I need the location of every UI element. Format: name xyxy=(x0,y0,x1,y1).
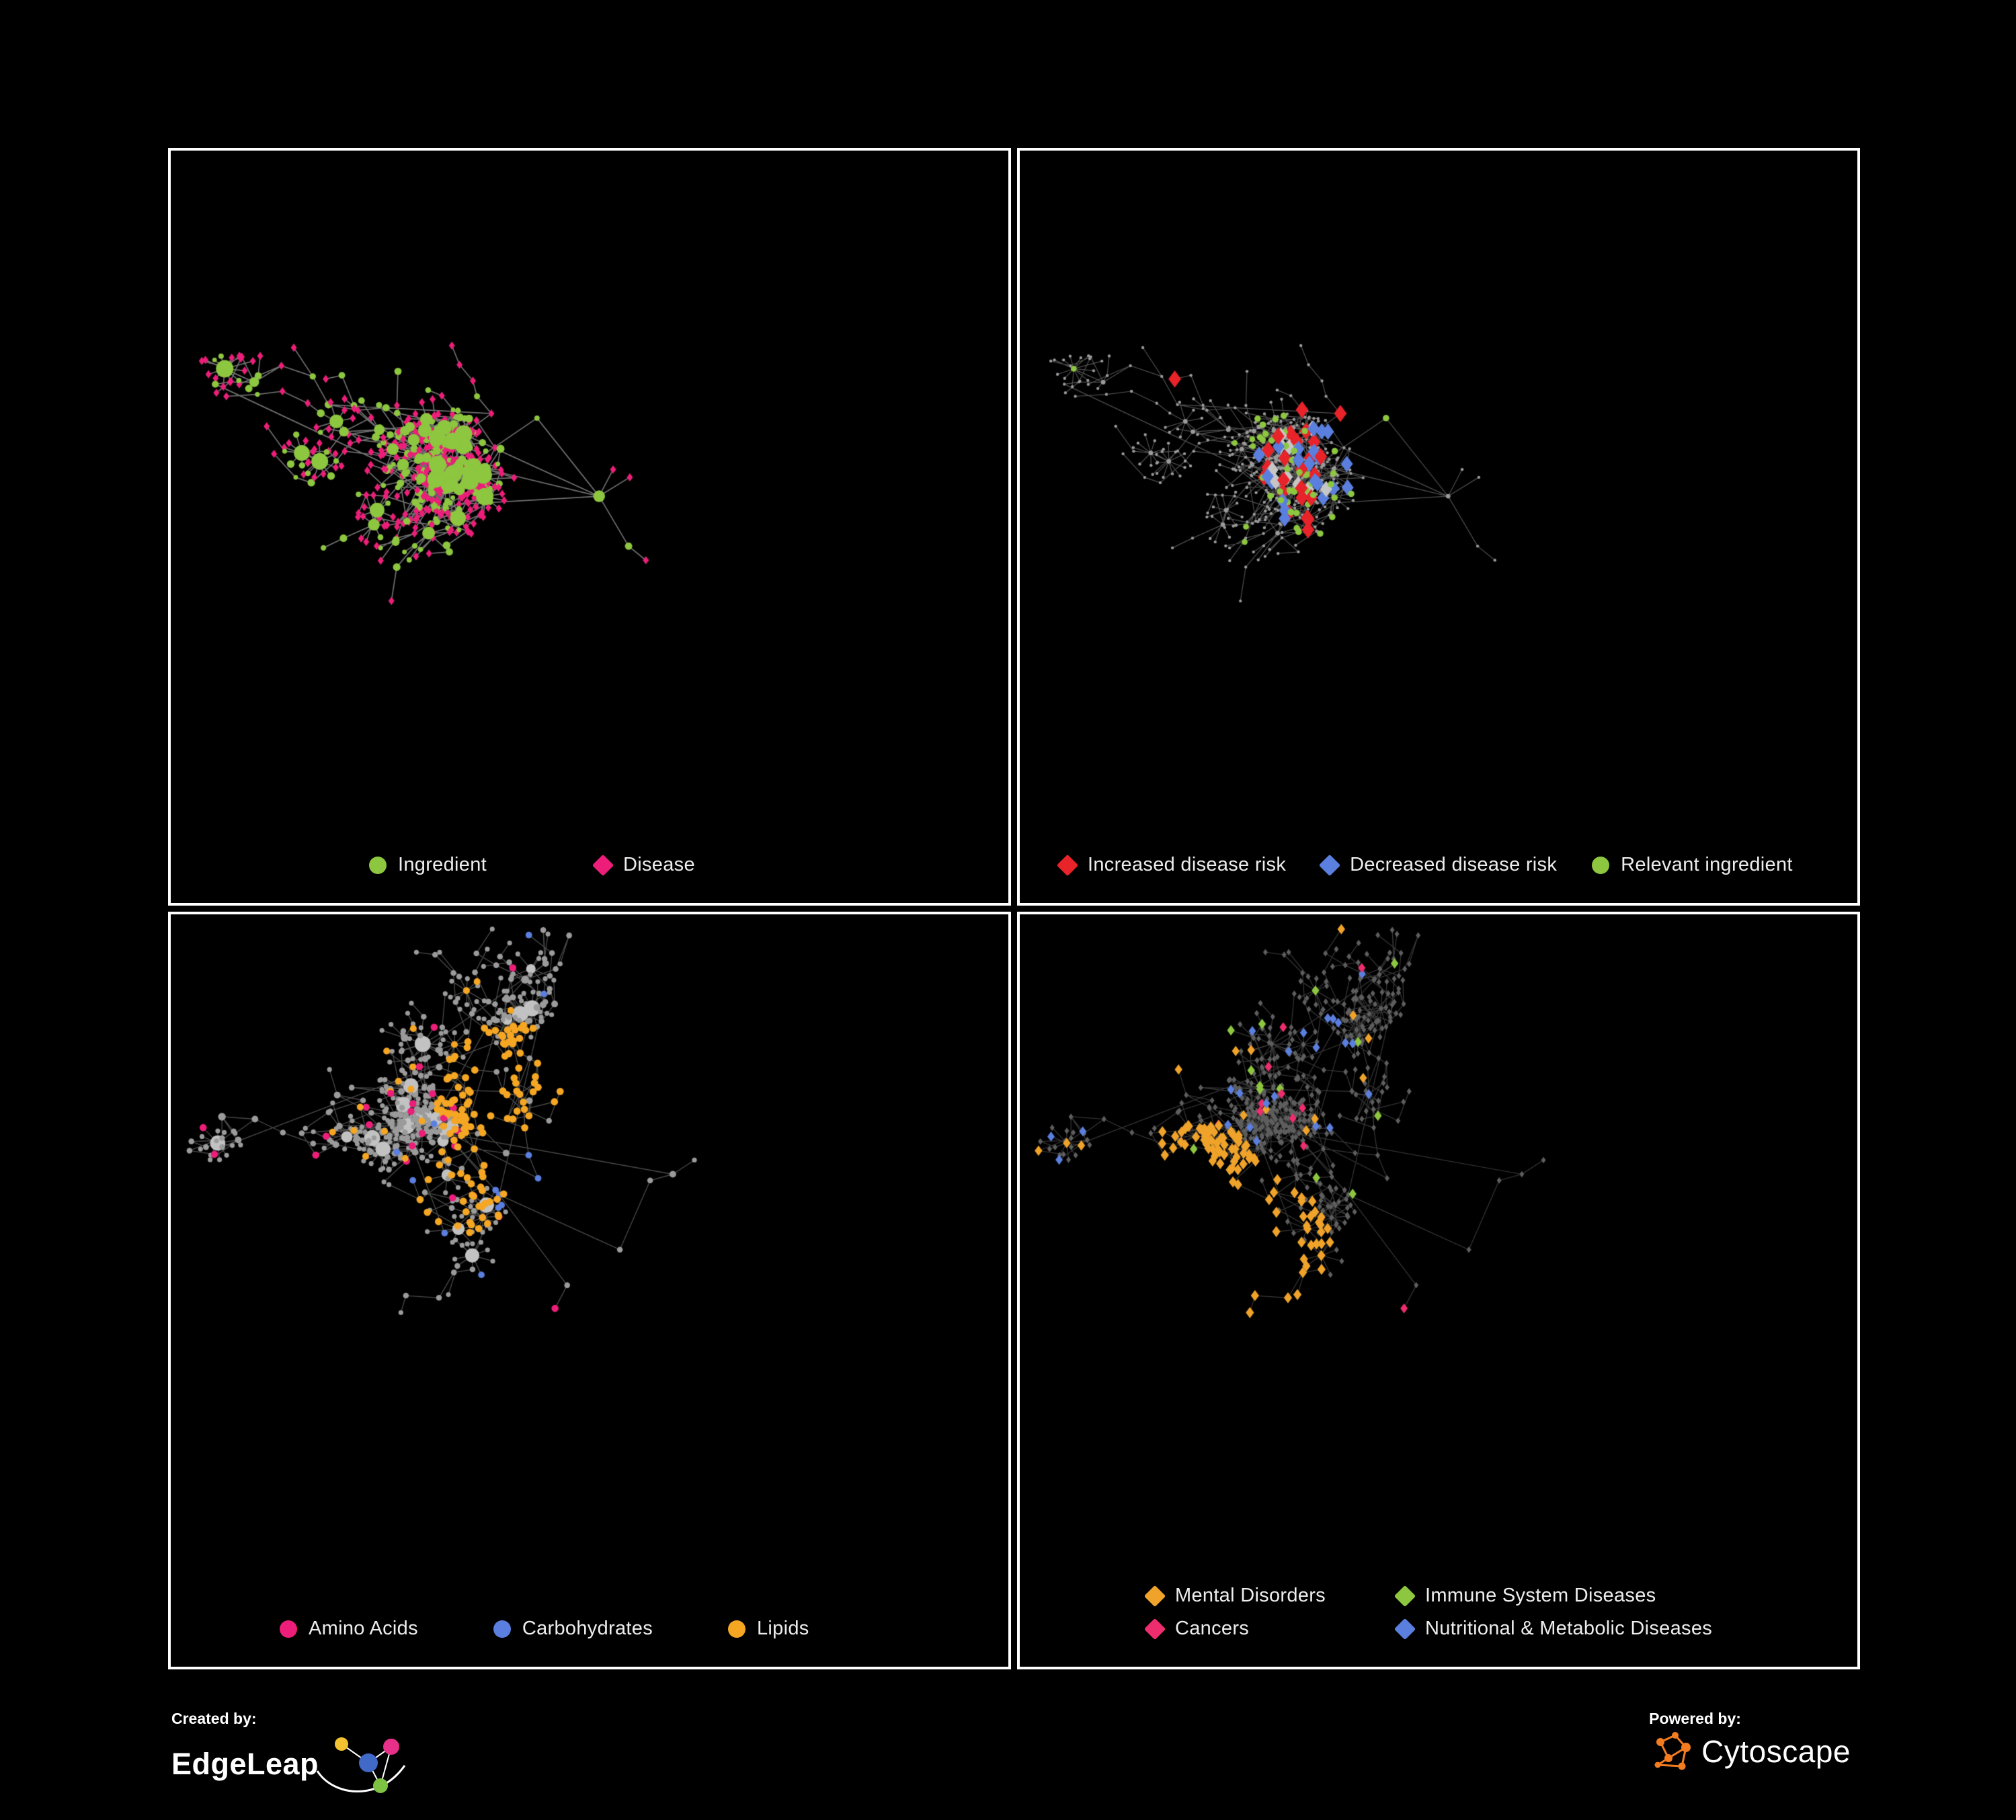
circle-swatch xyxy=(1592,856,1610,874)
legend-label: Nutritional & Metabolic Diseases xyxy=(1425,1618,1713,1639)
legend-disease-risk: Increased disease risk Decreased disease … xyxy=(1020,854,1857,876)
legend-item-cancers: Cancers xyxy=(1143,1618,1326,1640)
diamond-swatch xyxy=(1143,1585,1166,1607)
footer: Created by: EdgeLeap Powered by: xyxy=(171,1710,1851,1799)
created-by-label: Created by: xyxy=(171,1710,257,1727)
legend-item-lipids: Lipids xyxy=(728,1618,809,1640)
legend-item-amino-acids: Amino Acids xyxy=(280,1618,418,1640)
diamond-swatch xyxy=(1318,854,1341,876)
diamond-swatch xyxy=(1056,854,1079,876)
legend-label: Decreased disease risk xyxy=(1350,854,1558,875)
cytoscape-brand-row: Cytoscape xyxy=(1649,1729,1851,1774)
legend-label: Amino Acids xyxy=(309,1618,418,1639)
legend-label: Cancers xyxy=(1175,1618,1250,1639)
ingredient-disease-network-canvas xyxy=(171,151,1008,813)
powered-by-block: Powered by: xyxy=(1649,1710,1851,1774)
edgeleap-logo-icon xyxy=(316,1737,406,1793)
legend-ingredient-disease: Ingredient Disease xyxy=(171,854,1008,876)
panel-disease-risk: Increased disease risk Decreased disease … xyxy=(1017,148,1860,906)
legend-macronutrients: Amino Acids Carbohydrates Lipids xyxy=(171,1618,1008,1640)
cytoscape-logo-icon xyxy=(1654,1732,1691,1770)
macronutrient-network-canvas xyxy=(171,914,1008,1577)
legend-item-nutritional-metabolic-diseases: Nutritional & Metabolic Diseases xyxy=(1394,1618,1713,1640)
legend-label: Mental Disorders xyxy=(1175,1585,1326,1606)
powered-by-label: Powered by: xyxy=(1649,1710,1741,1727)
legend-label: Lipids xyxy=(757,1618,809,1639)
legend-disease-categories: Mental Disorders Immune System Diseases Ca… xyxy=(1020,1585,1857,1640)
circle-swatch xyxy=(369,856,387,874)
created-by-block: Created by: EdgeLeap xyxy=(171,1710,415,1799)
panel-disease-categories: Mental Disorders Immune System Diseases Ca… xyxy=(1017,912,1860,1669)
diamond-swatch xyxy=(1143,1618,1166,1640)
legend-item-ingredient: Ingredient xyxy=(369,854,487,876)
legend-label: Immune System Diseases xyxy=(1425,1585,1656,1606)
panel-grid: Ingredient Disease Increased disease risk… xyxy=(168,148,1860,1669)
diamond-swatch xyxy=(592,854,614,876)
legend-item-immune-system-diseases: Immune System Diseases xyxy=(1394,1585,1712,1607)
edgeleap-brand-row: EdgeLeap xyxy=(171,1729,415,1799)
disease-risk-network-canvas xyxy=(1020,151,1857,813)
legend-label: Ingredient xyxy=(398,854,487,875)
diamond-swatch xyxy=(1394,1585,1416,1607)
legend-item-mental-disorders: Mental Disorders xyxy=(1143,1585,1326,1607)
panel-ingredient-disease: Ingredient Disease xyxy=(168,148,1011,906)
legend-item-disease: Disease xyxy=(592,854,695,876)
edgeleap-wordmark: EdgeLeap xyxy=(171,1747,319,1781)
legend-item-carbohydrates: Carbohydrates xyxy=(493,1618,653,1640)
circle-swatch xyxy=(728,1620,745,1638)
circle-swatch xyxy=(280,1620,297,1638)
diamond-swatch xyxy=(1394,1618,1416,1640)
legend-label: Carbohydrates xyxy=(522,1618,653,1639)
legend-item-relevant-ingredient: Relevant ingredient xyxy=(1592,854,1793,876)
legend-label: Disease xyxy=(623,854,695,875)
legend-item-decreased-disease-risk: Decreased disease risk xyxy=(1318,854,1558,876)
legend-label: Relevant ingredient xyxy=(1621,854,1793,875)
legend-label: Increased disease risk xyxy=(1088,854,1287,875)
legend-item-increased-disease-risk: Increased disease risk xyxy=(1056,854,1287,876)
panel-macronutrients: Amino Acids Carbohydrates Lipids xyxy=(168,912,1011,1669)
disease-category-network-canvas xyxy=(1020,914,1857,1577)
cytoscape-wordmark: Cytoscape xyxy=(1701,1734,1851,1769)
circle-swatch xyxy=(493,1620,511,1638)
